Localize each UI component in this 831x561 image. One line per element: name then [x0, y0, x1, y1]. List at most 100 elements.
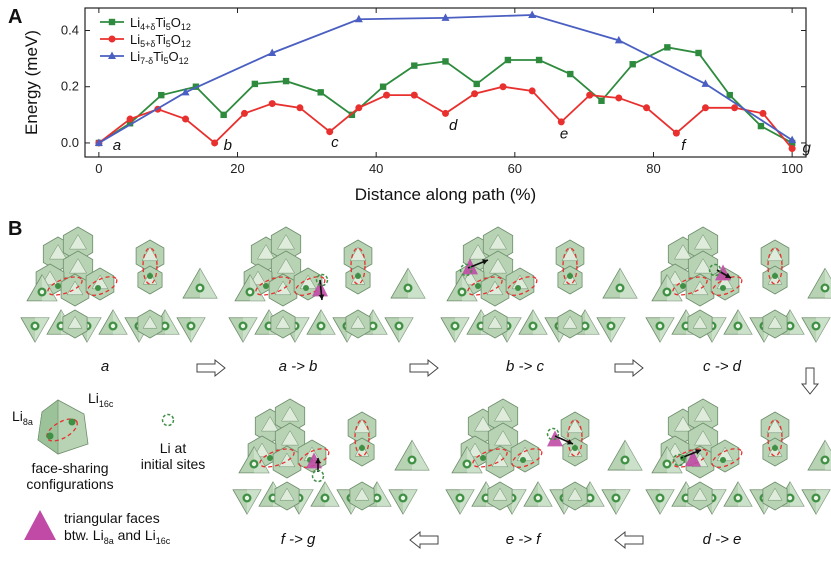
li-atom-core	[683, 495, 689, 501]
data-point	[557, 118, 565, 126]
data-point	[211, 139, 219, 147]
li-atom-core	[822, 285, 828, 291]
data-point	[473, 80, 480, 88]
li-atom-core	[822, 457, 828, 463]
data-point	[504, 56, 512, 64]
li-atom-core	[535, 495, 541, 501]
legend-li16c-atom	[68, 418, 76, 426]
li-atom	[772, 273, 778, 279]
structure-panel	[232, 398, 430, 515]
hop-arrowhead	[482, 259, 488, 265]
data-point	[126, 115, 134, 123]
plot-frame	[84, 7, 807, 158]
li-atom-core	[587, 495, 593, 501]
legend-entry: Li5+δTi5O12	[130, 32, 191, 49]
step-label-a-b: a -> b	[278, 358, 318, 375]
data-point	[471, 90, 479, 98]
initial-site-marker	[546, 427, 560, 441]
data-point	[615, 94, 623, 102]
li-atom-core	[657, 495, 663, 501]
data-point	[268, 48, 277, 56]
step-label-c-d: c -> d	[703, 358, 741, 375]
octa-face	[69, 234, 87, 250]
li-atom-core	[813, 495, 819, 501]
data-point	[731, 104, 739, 112]
data-point	[759, 109, 767, 117]
legend-marker	[108, 18, 116, 26]
face-sharing-ellipse	[354, 419, 370, 457]
li-atom-core	[664, 461, 670, 467]
octa-face	[277, 234, 295, 250]
data-point	[442, 58, 449, 65]
octa-face	[69, 258, 87, 274]
li-atom-core	[787, 323, 793, 329]
data-point	[441, 13, 450, 21]
structure-panel	[20, 226, 218, 343]
li-atom-core	[530, 323, 536, 329]
legend-marker	[108, 35, 116, 43]
hop-arrowhead	[567, 439, 573, 445]
structure-panel	[445, 398, 643, 515]
octa-face	[692, 487, 708, 501]
structure-panel	[645, 226, 831, 343]
li-atom	[515, 285, 521, 291]
data-point	[788, 145, 796, 153]
octa-face	[674, 416, 692, 432]
octa-face	[494, 430, 512, 446]
octa-face	[277, 258, 295, 274]
li-atom-core	[735, 323, 741, 329]
data-point	[643, 104, 651, 112]
octa-face	[261, 416, 279, 432]
data-point	[701, 104, 709, 112]
li-atom	[303, 285, 309, 291]
li-atom-core	[452, 323, 458, 329]
li-atom-core	[370, 323, 376, 329]
li-atom-core	[32, 323, 38, 329]
data-point	[757, 122, 765, 130]
data-point	[354, 14, 363, 23]
li-atom-core	[251, 461, 257, 467]
octa-face	[49, 244, 67, 260]
data-point	[94, 138, 103, 146]
octa-face	[474, 416, 492, 432]
point-annotation: f	[681, 137, 687, 154]
li-atom-core	[457, 495, 463, 501]
octa-face	[561, 246, 579, 262]
data-point	[664, 44, 671, 51]
x-tick-label: 40	[369, 161, 383, 176]
li-atom	[720, 457, 726, 463]
point-annotation: g	[803, 140, 812, 157]
point-annotation: b	[224, 137, 232, 154]
y-tick-label: 0.4	[61, 22, 79, 37]
octa-face	[142, 315, 158, 329]
octa-face	[566, 418, 584, 434]
x-tick-label: 20	[230, 161, 244, 176]
step-label-f-g: f -> g	[280, 531, 316, 548]
data-point	[695, 49, 702, 57]
data-point	[383, 91, 391, 99]
li-atom-core	[787, 495, 793, 501]
flow-arrow-right	[614, 358, 644, 378]
li-atom-core	[266, 323, 272, 329]
data-point	[220, 111, 227, 119]
data-point	[528, 87, 536, 95]
x-tick-label: 100	[781, 161, 803, 176]
data-point	[317, 89, 324, 96]
octa-face	[694, 430, 712, 446]
data-point	[158, 91, 165, 99]
flow-arrow-right	[196, 358, 226, 378]
data-point	[182, 115, 190, 123]
energy-chart: 0 20 40 60 80 100 0.0 0.2 0.4 Distance along path…	[22, 7, 812, 204]
legend-entry: Li7-δTi5O12	[130, 49, 189, 66]
li-atom-core	[608, 323, 614, 329]
li-atom-core	[374, 495, 380, 501]
point-annotation: e	[560, 126, 568, 143]
data-point	[586, 91, 594, 99]
octa-face	[562, 315, 578, 329]
li-atom	[475, 283, 481, 289]
legend-marker	[108, 51, 116, 59]
li-atom-core	[240, 323, 246, 329]
li-atom-core	[318, 323, 324, 329]
data-point	[240, 109, 248, 117]
series-2	[94, 10, 797, 146]
